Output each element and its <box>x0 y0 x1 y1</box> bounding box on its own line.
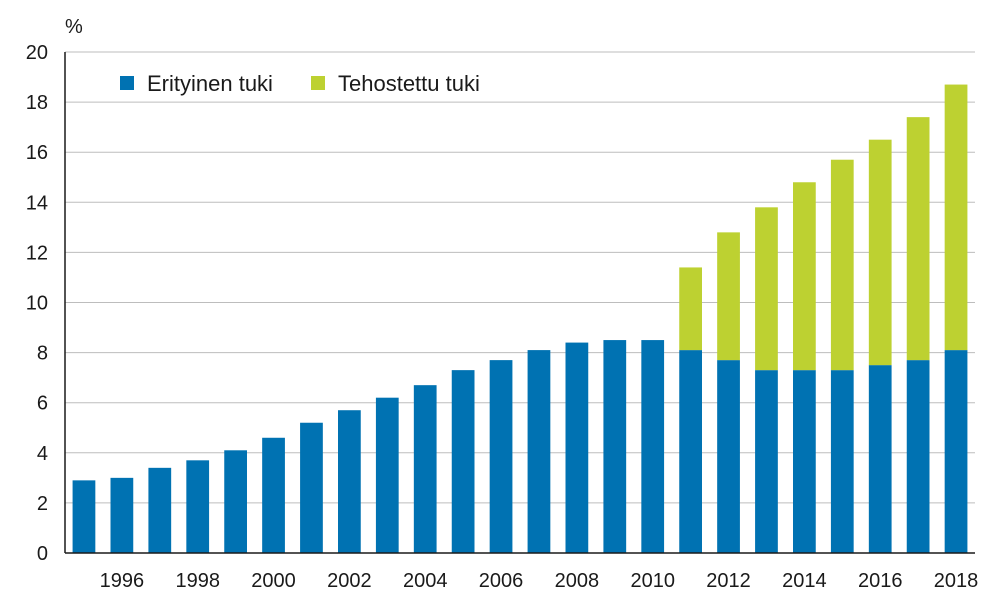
legend-swatch-tehostettu-tuki <box>311 76 325 90</box>
y-tick-label: 14 <box>26 192 48 214</box>
y-tick-label: 4 <box>37 443 48 465</box>
y-tick-label: 16 <box>26 142 48 164</box>
bar-erityinen-tuki-2004 <box>413 385 437 553</box>
bar-erityinen-tuki-2012 <box>717 360 740 553</box>
bar-erityinen-tuki-2009 <box>603 340 627 553</box>
bar-erityinen-tuki-2017 <box>906 360 930 553</box>
x-tick-label: 2000 <box>251 570 296 592</box>
x-tick-label: 2004 <box>403 570 448 592</box>
bar-erityinen-tuki-2016 <box>868 365 892 553</box>
y-tick-label: 8 <box>37 343 48 365</box>
legend-swatch-erityinen-tuki <box>120 76 134 90</box>
x-tick-label: 2010 <box>630 570 675 592</box>
x-tick-label: 2014 <box>782 570 827 592</box>
bar-tehostettu-tuki-2014 <box>793 182 816 371</box>
y-tick-label: 18 <box>26 92 48 114</box>
x-tick-label: 1998 <box>175 570 220 592</box>
bar-tehostettu-tuki-2012 <box>717 232 740 361</box>
bar-erityinen-tuki-2002 <box>338 410 361 553</box>
x-tick-label: 2018 <box>934 570 979 592</box>
legend-label-tehostettu-tuki: Tehostettu tuki <box>338 71 480 96</box>
bar-erityinen-tuki-2014 <box>793 370 816 553</box>
grid-lines <box>65 51 975 504</box>
bar-erityinen-tuki-2018 <box>944 350 968 553</box>
bars <box>72 84 968 553</box>
legend: Erityinen tuki Tehostettu tuki <box>120 71 480 96</box>
bar-erityinen-tuki-2006 <box>489 360 513 553</box>
bar-erityinen-tuki-1998 <box>186 460 210 553</box>
bar-erityinen-tuki-2013 <box>755 370 778 553</box>
bar-erityinen-tuki-2000 <box>262 437 285 553</box>
bar-erityinen-tuki-2010 <box>641 340 665 553</box>
bar-tehostettu-tuki-2011 <box>679 267 702 351</box>
y-axis-unit-label: % <box>65 16 83 38</box>
x-tick-label: 2008 <box>555 570 600 592</box>
bar-tehostettu-tuki-2018 <box>944 84 968 351</box>
y-tick-label: 6 <box>37 393 48 415</box>
bar-erityinen-tuki-2001 <box>300 422 323 553</box>
bar-erityinen-tuki-1997 <box>148 467 172 553</box>
bar-tehostettu-tuki-2013 <box>755 207 778 371</box>
y-tick-label: 0 <box>37 543 48 565</box>
x-tick-label: 1996 <box>100 570 145 592</box>
bar-tehostettu-tuki-2016 <box>868 139 892 366</box>
bar-erityinen-tuki-1999 <box>224 450 247 553</box>
bar-erityinen-tuki-2015 <box>830 370 854 553</box>
bar-tehostettu-tuki-2017 <box>906 117 930 361</box>
x-tick-label: 2002 <box>327 570 372 592</box>
bar-erityinen-tuki-2011 <box>679 350 702 553</box>
bar-tehostettu-tuki-2015 <box>830 159 854 371</box>
bar-erityinen-tuki-2005 <box>451 370 475 553</box>
bar-erityinen-tuki-2007 <box>527 350 551 553</box>
bar-erityinen-tuki-2008 <box>565 342 589 553</box>
y-tick-label: 12 <box>26 242 48 264</box>
y-tick-label: 20 <box>26 42 48 64</box>
legend-label-erityinen-tuki: Erityinen tuki <box>147 71 273 96</box>
x-tick-label: 2006 <box>479 570 524 592</box>
y-tick-label: 10 <box>26 293 48 315</box>
x-tick-label: 2012 <box>706 570 751 592</box>
x-tick-label: 2016 <box>858 570 903 592</box>
bar-erityinen-tuki-1995 <box>72 480 96 553</box>
bar-erityinen-tuki-2003 <box>375 397 399 553</box>
x-tick-labels: 1996 1998 2000 2002 2004 2006 2008 2010 2012 2014… <box>100 570 979 592</box>
y-tick-labels: 0 2 4 6 8 10 12 14 16 18 20 <box>26 42 48 565</box>
y-tick-label: 2 <box>37 493 48 515</box>
bar-erityinen-tuki-1996 <box>110 477 134 553</box>
